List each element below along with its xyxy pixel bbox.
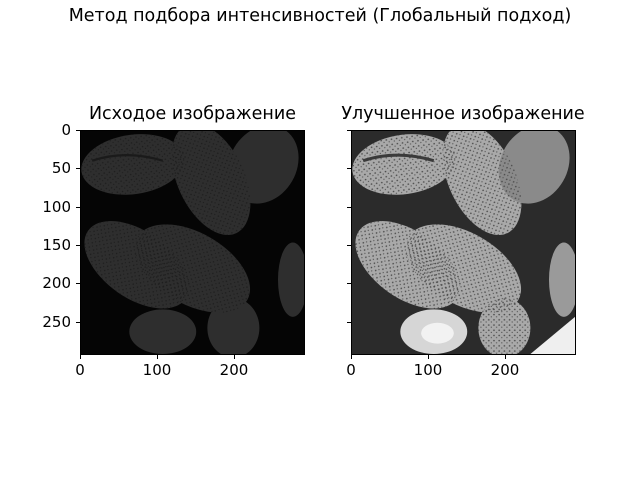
y-tick-label: 100 [42, 198, 71, 216]
y-tick-label: 150 [42, 236, 71, 254]
right-panel-title: Улучшенное изображение [341, 104, 585, 124]
left-panel-title: Исходое изображение [88, 104, 297, 124]
left-image-panel [80, 130, 305, 355]
y-tick-label: 0 [61, 121, 71, 139]
original-image [81, 131, 304, 354]
x-tick-label: 0 [75, 361, 85, 379]
y-tick-label: 250 [42, 313, 71, 331]
x-tick-label: 100 [142, 361, 172, 379]
x-tick-label: 0 [346, 361, 356, 379]
x-tick-label: 200 [219, 361, 249, 379]
figure-suptitle: Метод подбора интенсивностей (Глобальный… [68, 6, 572, 26]
y-tick-label: 50 [51, 159, 71, 177]
x-tick-label: 200 [490, 361, 520, 379]
right-image-panel [351, 130, 576, 355]
x-tick-label: 100 [413, 361, 443, 379]
enhanced-image [352, 131, 575, 354]
y-tick-label: 200 [42, 274, 71, 292]
